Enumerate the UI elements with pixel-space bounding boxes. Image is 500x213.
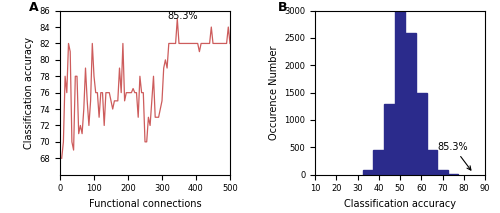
Bar <box>416 93 426 175</box>
Y-axis label: Classification accuracy: Classification accuracy <box>24 37 34 149</box>
Bar <box>384 104 394 175</box>
Text: 85.3%: 85.3% <box>167 11 198 21</box>
Y-axis label: Occurence Number: Occurence Number <box>268 45 278 140</box>
Bar <box>406 33 416 175</box>
Bar <box>363 170 374 175</box>
Bar <box>374 150 384 175</box>
Text: B: B <box>278 1 287 14</box>
Bar <box>394 11 406 175</box>
X-axis label: Classification accuracy: Classification accuracy <box>344 199 456 209</box>
Bar <box>437 170 448 175</box>
Text: 85.3%: 85.3% <box>438 141 471 170</box>
Bar <box>426 150 437 175</box>
X-axis label: Functional connections: Functional connections <box>88 199 202 209</box>
Text: A: A <box>30 1 39 14</box>
Bar <box>448 174 458 175</box>
